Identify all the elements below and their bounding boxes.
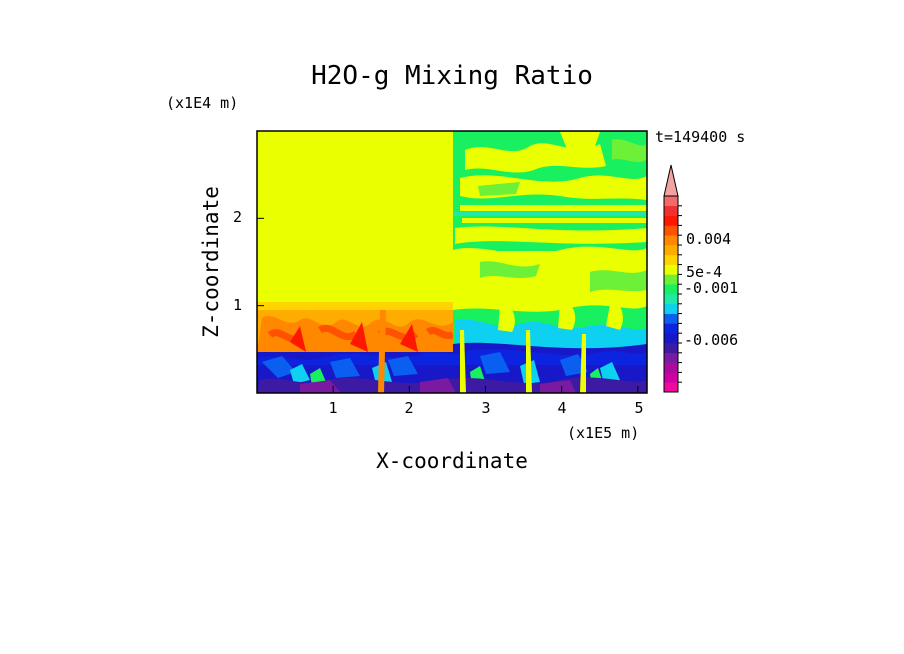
colorbar-segment-7 <box>664 313 678 324</box>
time-label: t=149400 s <box>655 128 745 146</box>
x-tick-label-1: 1 <box>328 399 337 417</box>
y-axis-label: Z-coordinate <box>199 186 223 338</box>
colorbar-segment-12 <box>664 264 678 275</box>
colorbar-segment-4 <box>664 343 678 354</box>
colorbar-segment-2 <box>664 362 678 373</box>
colorbar-label-0.004: 0.004 <box>686 230 731 248</box>
colorbar-segment-5 <box>664 333 678 344</box>
x-tick-label-2: 2 <box>404 399 413 417</box>
colorbar-segment-0 <box>664 382 678 393</box>
colorbar <box>663 164 682 393</box>
colorbar-segment-6 <box>664 323 678 334</box>
y-axis-ticks <box>257 217 264 307</box>
x-unit-label: (x1E5 m) <box>567 424 639 442</box>
colorbar-segment-9 <box>664 294 678 305</box>
colorbar-label-neg0.006: -0.006 <box>684 331 738 349</box>
colorbar-segment-16 <box>664 225 678 236</box>
colorbar-segment-1 <box>664 372 678 383</box>
colorbar-label-5e-4: 5e-4 <box>686 263 722 281</box>
x-axis-ticks <box>332 386 639 393</box>
colorbar-segment-13 <box>664 254 678 265</box>
x-tick-label-3: 3 <box>481 399 490 417</box>
x-tick-label-5: 5 <box>634 399 643 417</box>
colorbar-segment-18 <box>664 205 678 216</box>
colorbar-segment-19 <box>664 196 678 207</box>
y-unit-label: (x1E4 m) <box>166 94 238 112</box>
x-tick-label-4: 4 <box>557 399 566 417</box>
plot-frame <box>256 130 648 394</box>
colorbar-segment-17 <box>664 215 678 226</box>
plot-area <box>257 131 647 393</box>
y-tick-label-1: 1 <box>233 296 242 314</box>
colorbar-ticks <box>678 205 682 383</box>
chart-title: H2O-g Mixing Ratio <box>311 61 593 91</box>
y-tick-label-2: 2 <box>233 208 242 226</box>
colorbar-label-neg0.001: -0.001 <box>684 279 738 297</box>
colorbar-segment-15 <box>664 235 678 246</box>
colorbar-extend-triangle <box>663 164 679 197</box>
colorbar-segment-11 <box>664 274 678 285</box>
colorbar-segment-10 <box>664 284 678 295</box>
colorbar-segment-3 <box>664 352 678 363</box>
colorbar-segment-8 <box>664 303 678 314</box>
colorbar-segment-14 <box>664 245 678 256</box>
x-axis-label: X-coordinate <box>376 449 528 473</box>
colorbar-segments <box>664 196 678 393</box>
